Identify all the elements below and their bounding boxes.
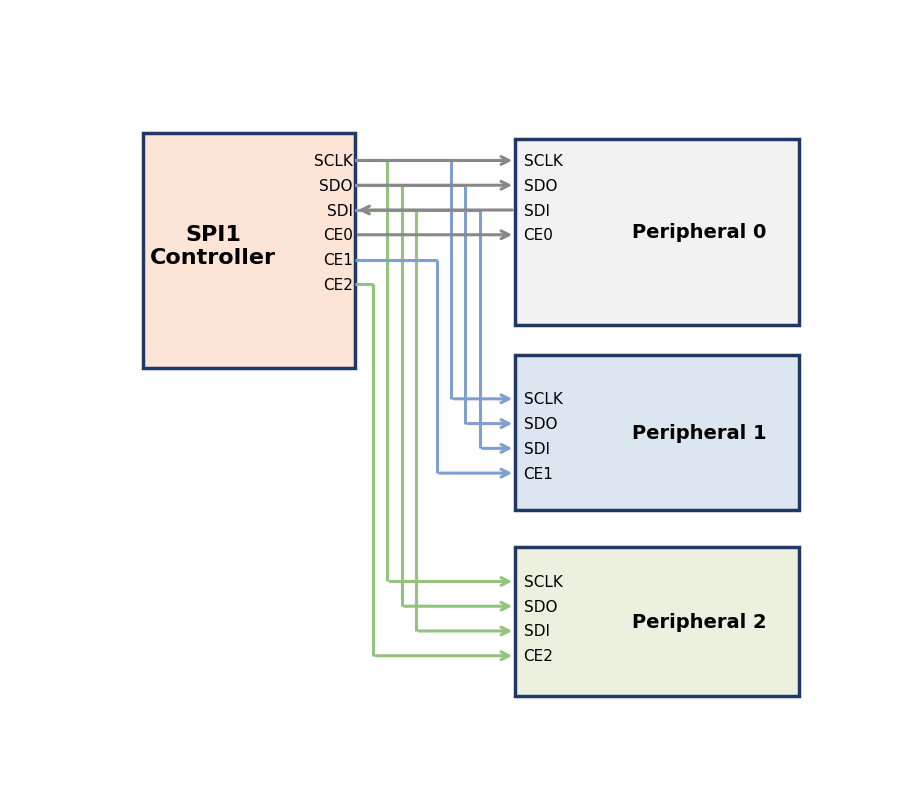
Text: CE1: CE1 (523, 466, 554, 481)
Text: Peripheral 1: Peripheral 1 (632, 424, 767, 442)
Text: SDO: SDO (319, 178, 352, 194)
Text: SCLK: SCLK (523, 154, 563, 169)
Text: SDO: SDO (523, 599, 557, 614)
Text: SPI1
Controller: SPI1 Controller (150, 225, 276, 268)
Text: SCLK: SCLK (314, 154, 352, 169)
Text: SDO: SDO (523, 417, 557, 431)
Text: CE1: CE1 (323, 253, 352, 267)
Text: SDO: SDO (523, 178, 557, 194)
FancyBboxPatch shape (515, 140, 799, 325)
Text: CE2: CE2 (323, 278, 352, 292)
Text: SCLK: SCLK (523, 574, 563, 589)
Text: SDI: SDI (327, 203, 352, 218)
Text: SDI: SDI (523, 203, 550, 218)
FancyBboxPatch shape (143, 133, 355, 369)
Text: CE0: CE0 (323, 228, 352, 243)
Text: SDI: SDI (523, 624, 550, 638)
Text: Peripheral 2: Peripheral 2 (632, 613, 767, 631)
Text: CE0: CE0 (523, 228, 554, 243)
FancyBboxPatch shape (515, 356, 799, 511)
Text: SDI: SDI (523, 442, 550, 456)
Text: CE2: CE2 (523, 649, 554, 663)
FancyBboxPatch shape (515, 548, 799, 696)
Text: Peripheral 0: Peripheral 0 (632, 223, 767, 242)
Text: SCLK: SCLK (523, 392, 563, 407)
